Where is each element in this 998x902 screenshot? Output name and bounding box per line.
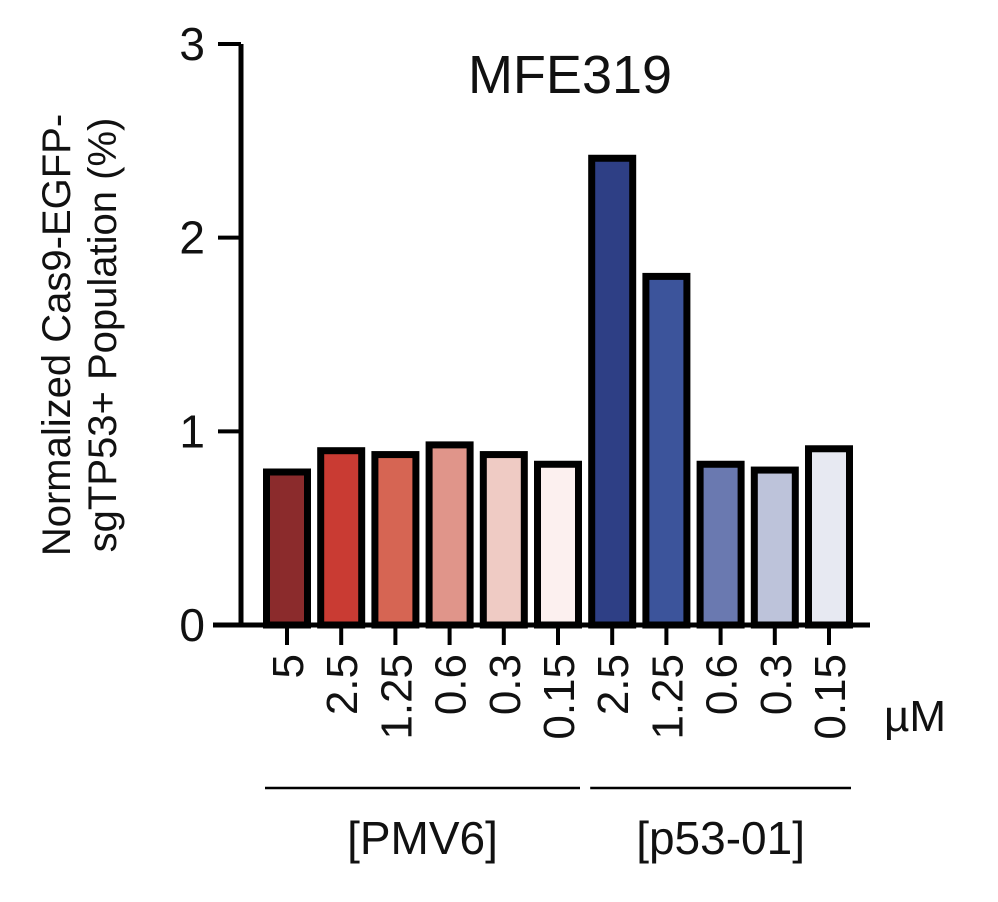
bar-6: [588, 154, 637, 629]
y-tick-label-0: 0: [179, 599, 205, 651]
bar-5: [534, 460, 582, 629]
x-unit-label: µM: [884, 692, 946, 741]
y-tick-label-2: 2: [179, 212, 205, 264]
bar-8: [696, 460, 745, 629]
x-tick-label-8: 0.6: [698, 654, 747, 715]
x-tick-label-2: 1.25: [372, 654, 421, 740]
bar-0: [263, 468, 311, 629]
x-tick-label-3: 0.6: [427, 654, 476, 715]
x-tick-label-7: 1.25: [643, 654, 692, 740]
bar-10: [805, 445, 853, 629]
x-tick-label-1: 2.5: [318, 654, 367, 715]
x-tick-label-4: 0.3: [481, 654, 530, 715]
y-axis-label-line-1: Normalized Cas9-EGFP-: [35, 114, 79, 556]
bar-9: [750, 466, 799, 629]
bar-7: [642, 272, 691, 629]
group-label-0: [PMV6]: [347, 812, 498, 864]
bar-3: [425, 441, 474, 629]
x-tick-label-5: 0.15: [535, 654, 584, 740]
x-tick-label-6: 2.5: [589, 654, 638, 715]
y-axis-label-line-2: sgTP53+ Population (%): [81, 118, 125, 553]
chart-title: MFE319: [468, 45, 672, 105]
group-label-1: [p53-01]: [636, 812, 805, 864]
x-tick-label-9: 0.3: [752, 654, 801, 715]
bar-4: [479, 451, 528, 629]
y-axis-label: Normalized Cas9-EGFP- sgTP53+ Population…: [35, 114, 125, 556]
y-tick-label-3: 3: [179, 18, 205, 70]
bar-1: [317, 447, 366, 629]
x-tick-label-10: 0.15: [806, 654, 855, 740]
y-tick-label-1: 1: [179, 405, 205, 457]
plot-area: [263, 154, 853, 629]
bar-2: [371, 451, 420, 629]
x-tick-label-0: 5: [264, 654, 313, 678]
